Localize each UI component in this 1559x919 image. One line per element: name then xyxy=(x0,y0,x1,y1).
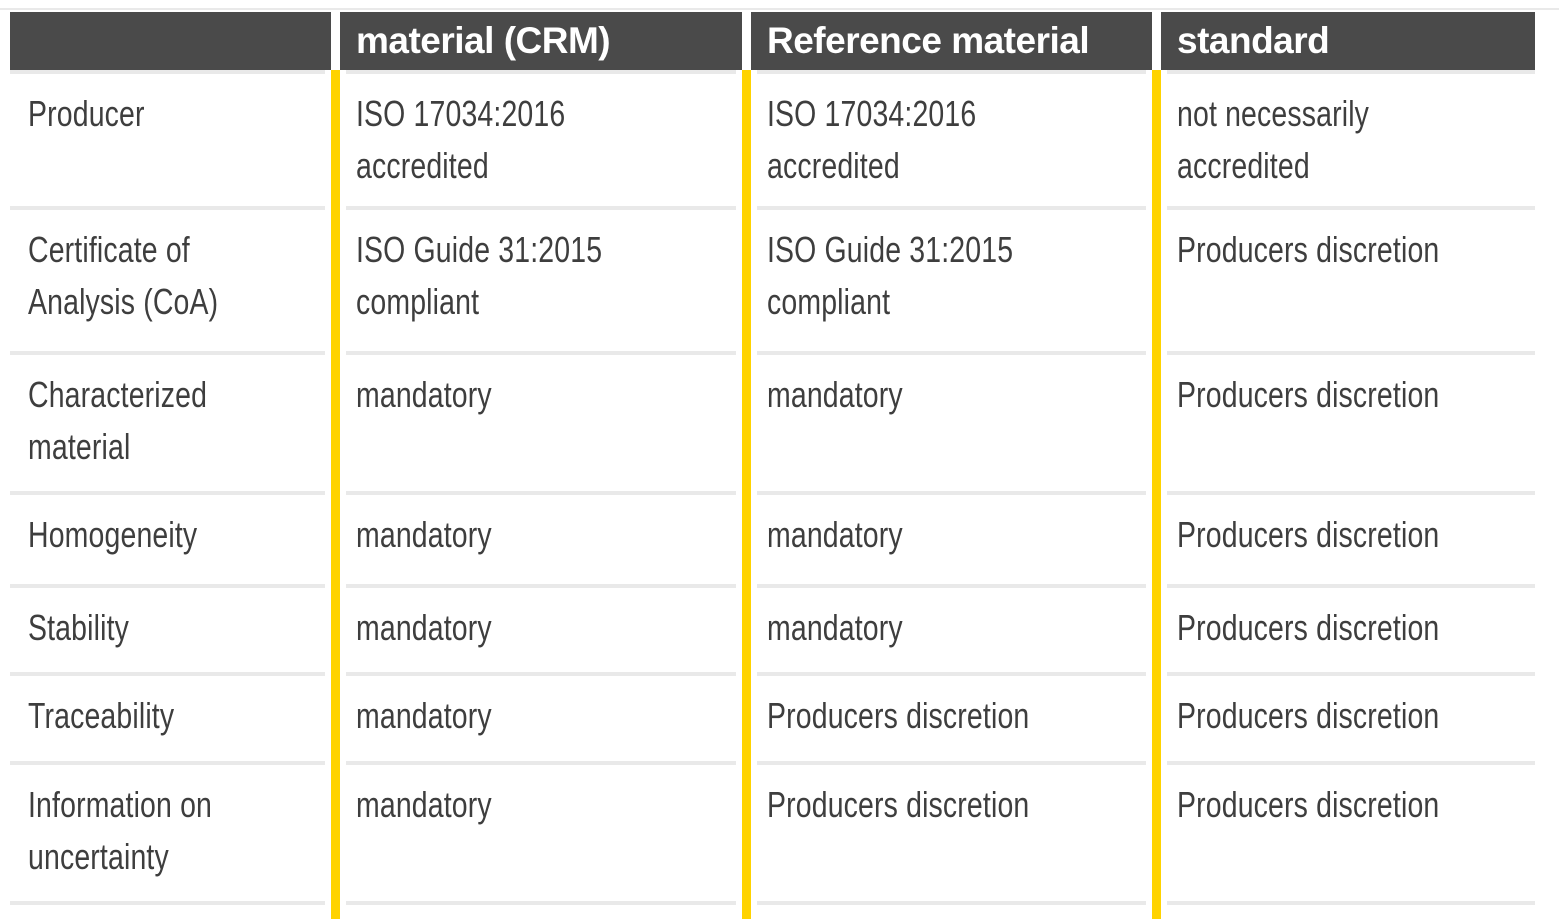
bottom-rule-segment xyxy=(331,901,742,919)
cell-text: mandatory xyxy=(767,607,903,648)
cell-standard: Producers discretion xyxy=(1152,491,1535,584)
row-label: Traceability xyxy=(10,672,331,761)
row-label-text: Traceability xyxy=(28,695,175,736)
cell-standard: Producers discretion xyxy=(1152,351,1535,491)
cell-text: mandatory xyxy=(356,695,492,736)
row-label: Producer xyxy=(10,70,331,206)
column-header-reference-material: Reference material xyxy=(742,12,1152,70)
cell-text: mandatory xyxy=(767,374,903,415)
column-header-blank xyxy=(10,12,331,70)
row-label-text: Producer xyxy=(28,93,145,134)
page-top-rule xyxy=(0,8,1559,10)
row-label-text: Information on uncertainty xyxy=(28,784,213,877)
cell-text: mandatory xyxy=(356,784,492,825)
cell-standard: Producers discretion xyxy=(1152,206,1535,351)
cell-text: Producers discretion xyxy=(1177,607,1440,648)
cell-text: ISO 17034:2016 accredited xyxy=(356,93,566,186)
cell-crm: mandatory xyxy=(331,351,742,491)
cell-text: mandatory xyxy=(767,514,903,555)
column-header-standard: standard xyxy=(1152,12,1535,70)
cell-reference-material: mandatory xyxy=(742,351,1152,491)
cell-text: ISO Guide 31:2015 compliant xyxy=(356,229,603,322)
table-row-certificate-of-analysis: Certificate of Analysis (CoA) ISO Guide … xyxy=(10,206,1535,351)
cell-text: Producers discretion xyxy=(767,695,1030,736)
table-bottom-rule xyxy=(10,901,1535,919)
row-label: Characterized material xyxy=(10,351,331,491)
cell-reference-material: ISO Guide 31:2015 compliant xyxy=(742,206,1152,351)
cell-text: ISO 17034:2016 accredited xyxy=(767,93,977,186)
cell-standard: Producers discretion xyxy=(1152,672,1535,761)
cell-text: Producers discretion xyxy=(1177,784,1440,825)
row-label-text: Characterized material xyxy=(28,374,208,467)
cell-text: ISO Guide 31:2015 compliant xyxy=(767,229,1014,322)
row-label-text: Stability xyxy=(28,607,130,648)
cell-reference-material: mandatory xyxy=(742,584,1152,672)
cell-reference-material: mandatory xyxy=(742,491,1152,584)
table-header-row: material (CRM) Reference material standa… xyxy=(10,12,1535,70)
bottom-rule-segment xyxy=(1152,901,1535,919)
cell-text: mandatory xyxy=(356,374,492,415)
cell-reference-material: ISO 17034:2016 accredited xyxy=(742,70,1152,206)
table-row-characterized-material: Characterized material mandatory mandato… xyxy=(10,351,1535,491)
bottom-rule-segment xyxy=(10,901,331,919)
cell-text: not necessarily accredited xyxy=(1177,93,1370,186)
cell-crm: ISO 17034:2016 accredited xyxy=(331,70,742,206)
table-row-traceability: Traceability mandatory Producers discret… xyxy=(10,672,1535,761)
row-label-text: Homogeneity xyxy=(28,514,198,555)
cell-crm: mandatory xyxy=(331,672,742,761)
cell-reference-material: Producers discretion xyxy=(742,672,1152,761)
row-label: Information on uncertainty xyxy=(10,761,331,901)
column-header-crm: material (CRM) xyxy=(331,12,742,70)
cell-text: Producers discretion xyxy=(1177,695,1440,736)
row-label: Stability xyxy=(10,584,331,672)
comparison-table: material (CRM) Reference material standa… xyxy=(10,12,1535,919)
cell-standard: Producers discretion xyxy=(1152,584,1535,672)
cell-text: Producers discretion xyxy=(1177,514,1440,555)
cell-standard: not necessarily accredited xyxy=(1152,70,1535,206)
table-row-producer: Producer ISO 17034:2016 accredited ISO 1… xyxy=(10,70,1535,206)
cell-text: mandatory xyxy=(356,514,492,555)
cell-text: Producers discretion xyxy=(1177,374,1440,415)
row-label: Homogeneity xyxy=(10,491,331,584)
cell-text: Producers discretion xyxy=(767,784,1030,825)
row-label: Certificate of Analysis (CoA) xyxy=(10,206,331,351)
row-label-text: Certificate of Analysis (CoA) xyxy=(28,229,219,322)
table-row-homogeneity: Homogeneity mandatory mandatory Producer… xyxy=(10,491,1535,584)
table-row-information-on-uncertainty: Information on uncertainty mandatory Pro… xyxy=(10,761,1535,901)
cell-text: mandatory xyxy=(356,607,492,648)
bottom-rule-segment xyxy=(742,901,1152,919)
cell-reference-material: Producers discretion xyxy=(742,761,1152,901)
cell-text: Producers discretion xyxy=(1177,229,1440,270)
cell-crm: mandatory xyxy=(331,491,742,584)
cell-standard: Producers discretion xyxy=(1152,761,1535,901)
cell-crm: ISO Guide 31:2015 compliant xyxy=(331,206,742,351)
cell-crm: mandatory xyxy=(331,761,742,901)
cell-crm: mandatory xyxy=(331,584,742,672)
table-row-stability: Stability mandatory mandatory Producers … xyxy=(10,584,1535,672)
